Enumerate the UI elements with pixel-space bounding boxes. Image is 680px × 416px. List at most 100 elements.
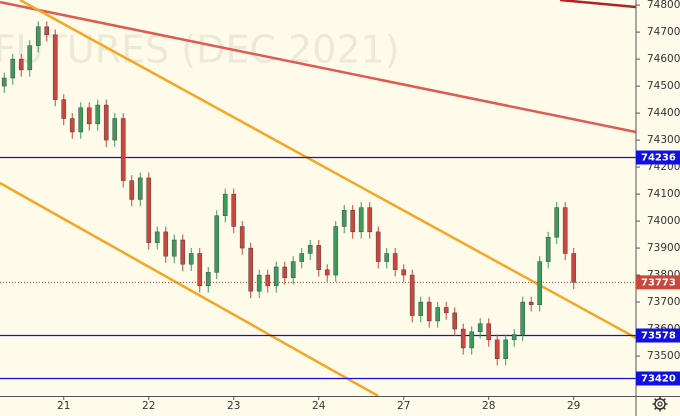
candle-body bbox=[307, 245, 313, 254]
trend-line bbox=[0, 0, 636, 134]
y-tick-label: 74700 bbox=[647, 26, 680, 38]
y-tick-label: 73900 bbox=[647, 242, 680, 254]
candle-body bbox=[375, 231, 381, 262]
settings-icon[interactable] bbox=[652, 396, 668, 412]
x-tick-label: 22 bbox=[142, 400, 155, 412]
y-tick-label: 74400 bbox=[647, 107, 680, 119]
watermark: FUTURES (DEC 2021) bbox=[0, 28, 400, 72]
price-label-bg bbox=[636, 328, 680, 343]
candle-body bbox=[180, 239, 186, 265]
candle-body bbox=[537, 261, 543, 305]
candle-body bbox=[197, 253, 203, 287]
candle-body bbox=[86, 107, 92, 125]
candle-body bbox=[392, 253, 398, 270]
candle-body bbox=[452, 312, 458, 330]
last-price-bg bbox=[636, 275, 680, 290]
candle-body bbox=[163, 231, 169, 257]
candle-body bbox=[409, 274, 415, 316]
candle-body bbox=[35, 26, 41, 46]
y-tick-label: 74100 bbox=[647, 188, 680, 200]
candle-body bbox=[239, 226, 245, 249]
trend-line bbox=[0, 181, 379, 396]
candle-body bbox=[205, 272, 211, 287]
candle-body bbox=[95, 104, 101, 125]
candle-body bbox=[282, 266, 288, 278]
candle-body bbox=[511, 334, 517, 341]
candle-body bbox=[214, 215, 220, 273]
candle-body bbox=[333, 226, 339, 276]
candle-body bbox=[188, 253, 194, 265]
candle-body bbox=[341, 210, 347, 227]
x-tick-label: 29 bbox=[567, 400, 580, 412]
candle-body bbox=[494, 339, 500, 359]
candle-body bbox=[10, 58, 16, 79]
trend-line bbox=[559, 0, 636, 9]
x-tick-label: 24 bbox=[312, 400, 326, 412]
y-tick-label: 74600 bbox=[647, 53, 680, 65]
price-label: 73578 bbox=[641, 331, 676, 342]
candle-body bbox=[248, 247, 254, 292]
candle-body bbox=[112, 118, 118, 141]
candle-body bbox=[44, 26, 50, 36]
plot-area bbox=[0, 0, 636, 396]
x-tick-label: 23 bbox=[227, 400, 240, 412]
y-tick-label: 74000 bbox=[647, 215, 680, 227]
candle-body bbox=[103, 104, 109, 141]
candle-body bbox=[137, 177, 143, 200]
candle-body bbox=[520, 301, 526, 335]
candle-body bbox=[1, 77, 7, 87]
candle-body bbox=[256, 274, 262, 292]
candle-body bbox=[231, 193, 237, 227]
candle-body bbox=[435, 307, 441, 322]
x-tick-label: 28 bbox=[482, 400, 495, 412]
candle-body bbox=[571, 253, 577, 283]
candle-body bbox=[299, 253, 305, 262]
candle-body bbox=[384, 253, 390, 262]
candle-body bbox=[61, 99, 67, 119]
price-label: 73420 bbox=[641, 374, 676, 385]
candle-body bbox=[27, 45, 33, 71]
candle-body bbox=[367, 207, 373, 233]
candle-body bbox=[52, 34, 58, 100]
candle-body bbox=[120, 118, 126, 181]
candle-body bbox=[146, 177, 152, 243]
axes: 7480074700746007450074400743007420074100… bbox=[57, 0, 680, 412]
y-tick-label: 73500 bbox=[647, 350, 680, 362]
price-label-bg bbox=[636, 150, 680, 165]
candle-body bbox=[171, 239, 177, 257]
candle-body bbox=[469, 331, 475, 349]
candle-body bbox=[486, 323, 492, 341]
candle-body bbox=[273, 266, 279, 287]
candle-body bbox=[554, 207, 560, 238]
x-tick-label: 21 bbox=[57, 400, 70, 412]
candle-body bbox=[401, 269, 407, 276]
candle-body bbox=[545, 237, 551, 262]
candle-body bbox=[460, 328, 466, 349]
candle-body bbox=[443, 307, 449, 314]
y-tick-label: 74800 bbox=[647, 0, 680, 11]
y-tick-label: 73700 bbox=[647, 296, 680, 308]
candle-body bbox=[78, 107, 84, 133]
y-tick-label: 74300 bbox=[647, 134, 680, 146]
candle-body bbox=[18, 58, 24, 71]
candle-body bbox=[418, 301, 424, 316]
candle-body bbox=[562, 207, 568, 254]
candle-body bbox=[222, 193, 228, 216]
candle-body bbox=[324, 269, 330, 276]
candle-body bbox=[528, 301, 534, 305]
candle-body bbox=[69, 118, 75, 133]
candle-body bbox=[316, 245, 322, 270]
candle-body bbox=[503, 339, 509, 359]
candle-body bbox=[129, 180, 135, 200]
candle-body bbox=[358, 207, 364, 233]
candle-body bbox=[426, 301, 432, 322]
price-label-bg bbox=[636, 371, 680, 386]
candle-body bbox=[290, 261, 296, 278]
candle-body bbox=[477, 323, 483, 332]
candle-body bbox=[265, 274, 271, 287]
price-label: 74236 bbox=[641, 153, 676, 164]
candle-body bbox=[154, 231, 160, 243]
last-price-label: 73773 bbox=[641, 277, 676, 288]
y-tick-label: 74500 bbox=[647, 80, 680, 92]
